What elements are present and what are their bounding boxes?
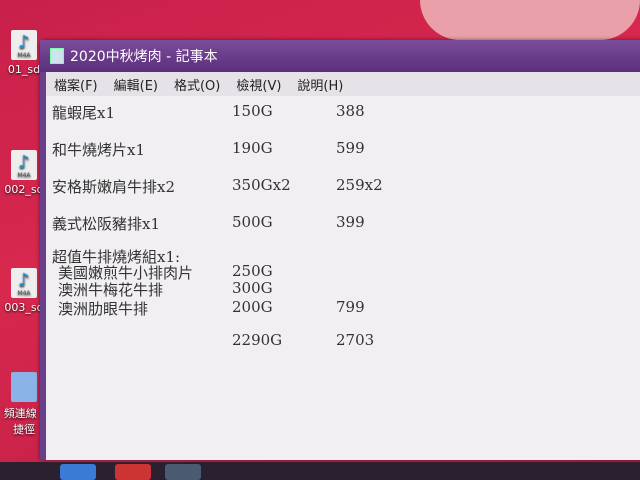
menu-help[interactable]: 說明(H)	[297, 78, 344, 94]
notepad-window: 2020中秋烤肉 - 記事本 檔案(F) 編輯(E) 格式(O) 檢視(V) 說…	[40, 40, 640, 460]
item-name: 龍蝦尾x1	[52, 104, 116, 122]
item-weight: 350Gx2	[232, 176, 291, 194]
item-weight: 190G	[232, 139, 273, 157]
menu-edit[interactable]: 編輯(E)	[113, 78, 158, 94]
desktop-icon-label: 01_sd	[7, 63, 41, 76]
item-name: 澳洲肋眼牛排	[58, 300, 149, 318]
taskbar	[0, 462, 640, 480]
text-editor[interactable]: 龍蝦尾x1 150G 388 和牛燒烤片x1 190G 599 安格斯嫩肩牛排x2 350Gx…	[46, 96, 640, 460]
item-price: 388	[336, 102, 365, 120]
item-price: 259x2	[336, 176, 383, 194]
notepad-taskbar-icon[interactable]	[165, 464, 201, 480]
item-price: 399	[336, 213, 365, 231]
item-weight: 2290G	[232, 331, 283, 349]
app-taskbar-icon[interactable]	[115, 464, 151, 480]
window-title: 2020中秋烤肉 - 記事本	[70, 49, 218, 65]
desktop-icon-label: 頻連線 - 捷徑	[3, 407, 45, 436]
item-weight: 500G	[232, 213, 273, 231]
item-name: 義式松阪豬排x1	[52, 215, 161, 233]
item-name: 超值牛排燒烤組x1:	[52, 248, 181, 266]
title-bar[interactable]: 2020中秋烤肉 - 記事本	[40, 40, 640, 72]
item-weight: 200G	[232, 298, 273, 316]
notepad-icon	[50, 48, 64, 64]
menu-file[interactable]: 檔案(F)	[54, 78, 98, 94]
item-price: 2703	[336, 331, 375, 349]
item-weight: 250G	[232, 262, 273, 280]
item-price: 799	[336, 298, 365, 316]
desktop-icon-label: 002_sd	[4, 183, 44, 196]
item-weight: 300G	[232, 279, 273, 297]
computer-icon	[11, 372, 37, 402]
desktop-icon-audio-2[interactable]: ♪ M4A 002_sd	[0, 150, 48, 196]
desktop-icon-audio-3[interactable]: ♪ M4A 003_sd	[0, 268, 48, 314]
menu-format[interactable]: 格式(O)	[173, 78, 221, 94]
item-name: 安格斯嫩肩牛排x2	[52, 178, 176, 196]
desktop-icon-label: 003_sd	[4, 301, 44, 314]
item-name: 和牛燒烤片x1	[52, 141, 146, 159]
audio-file-icon: ♪ M4A	[11, 268, 37, 298]
browser-taskbar-icon[interactable]	[60, 464, 96, 480]
item-name: 澳洲牛梅花牛排	[58, 281, 164, 299]
audio-file-icon: ♪ M4A	[11, 150, 37, 180]
desktop-icon-audio-1[interactable]: ♪ M4A 01_sd	[0, 30, 48, 76]
item-name: 美國嫩煎牛小排肉片	[58, 264, 194, 282]
menu-view[interactable]: 檢視(V)	[236, 78, 282, 94]
audio-file-icon: ♪ M4A	[11, 30, 37, 60]
desktop-icon-connection-shortcut[interactable]: 頻連線 - 捷徑	[0, 372, 48, 437]
menu-bar: 檔案(F) 編輯(E) 格式(O) 檢視(V) 說明(H)	[46, 72, 640, 96]
item-price: 599	[336, 139, 365, 157]
item-weight: 150G	[232, 102, 273, 120]
wallpaper-detail	[420, 0, 640, 40]
